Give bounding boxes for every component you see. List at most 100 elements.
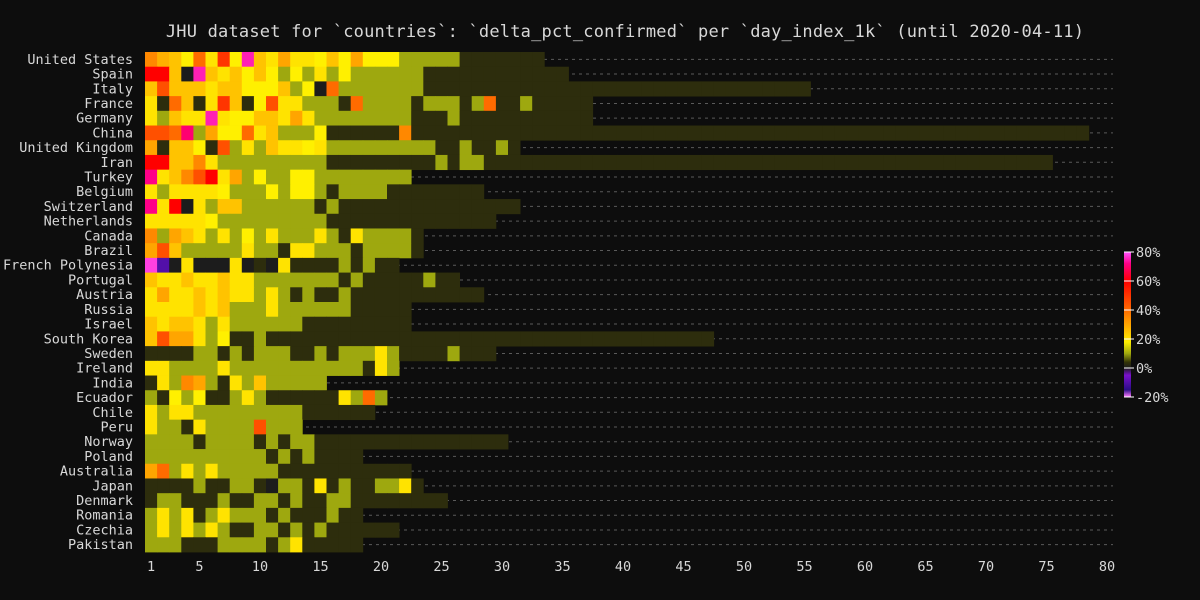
heatmap-cell [459,346,473,362]
heatmap-cell [181,169,194,185]
heatmap-cell [326,272,339,288]
heatmap-cell [459,81,473,97]
heatmap-cell [169,154,182,171]
row-label: Portugal [68,272,133,288]
heatmap-cell [471,199,485,215]
heatmap-cell [725,125,739,141]
heatmap-cell [314,199,327,215]
heatmap-cell [435,96,448,112]
row-label: Denmark [76,493,133,509]
heatmap-cell [217,154,231,171]
heatmap-cell [181,390,194,406]
heatmap-cell [314,316,327,332]
heatmap-row-chile [145,404,376,421]
heatmap-cell [278,360,291,376]
heatmap-cell [278,346,291,362]
heatmap-cell [145,257,158,273]
heatmap-cell [459,96,473,112]
heatmap-cell [278,478,291,494]
heatmap-cell [229,449,243,465]
heatmap-cell [278,154,291,171]
heatmap-cell [387,287,400,303]
heatmap-cell [338,390,352,406]
heatmap-cell [459,66,473,82]
heatmap-cell [241,449,255,465]
heatmap-row-russia [145,302,412,318]
heatmap-cell [508,66,521,82]
heatmap-cell [350,228,364,244]
heatmap-cell [387,52,400,68]
heatmap-cell [350,66,364,82]
heatmap-row-brazil [145,243,424,259]
heatmap-cell [459,184,473,200]
heatmap-cell [762,81,775,97]
heatmap-cell [411,331,424,347]
heatmap-cell [229,360,243,376]
heatmap-cell [350,243,364,259]
heatmap-cell [374,110,388,126]
row-label: South Korea [44,331,133,347]
heatmap-cell [689,154,702,171]
heatmap-cell [737,154,751,171]
heatmap-cell [314,169,327,185]
heatmap-cell [338,463,352,479]
heatmap-cell [145,331,158,347]
heatmap-cell [362,125,376,141]
heatmap-cell [302,66,315,82]
heatmap-cell [266,272,279,288]
heatmap-cell [193,331,206,347]
heatmap-cell [302,449,315,465]
heatmap-cell [326,360,339,376]
heatmap-cell [193,272,206,288]
row-label: Russia [84,302,133,318]
heatmap-cell [229,404,243,421]
heatmap-cell [193,537,206,553]
heatmap-cell [979,154,993,171]
heatmap-cell [580,154,594,171]
row-label: United States [27,52,133,68]
heatmap-cell [435,140,448,156]
heatmap-cell [205,316,218,332]
heatmap-cell [483,110,497,126]
heatmap-cell [205,81,218,97]
heatmap-cell [157,52,170,68]
heatmap-cell [459,110,473,126]
heatmap-cell [750,154,763,171]
heatmap-cell [338,228,352,244]
heatmap-cell [217,449,231,465]
heatmap-cell [568,154,581,171]
heatmap-row-germany [145,110,594,126]
heatmap-cell [266,493,279,509]
heatmap-cell [241,331,255,347]
heatmap-cell [253,346,267,362]
heatmap-cell [205,419,218,435]
heatmap-cell [471,52,485,68]
heatmap-cell [314,478,327,494]
heatmap-cell [266,169,279,185]
heatmap-cell [387,316,400,332]
heatmap-cell [266,449,279,465]
heatmap-cell [217,66,231,82]
heatmap-cell [338,287,352,303]
heatmap-cell [350,52,364,68]
heatmap-cell [931,125,944,141]
heatmap-cell [399,272,412,288]
heatmap-cell [326,110,339,126]
heatmap-cell [217,228,231,244]
heatmap-cell [181,419,194,435]
heatmap-cell [326,404,339,421]
row-label: France [84,96,133,112]
heatmap-cell [399,213,412,229]
heatmap-cell [350,287,364,303]
heatmap-cell [217,331,231,347]
colorbar-tick-label: 40% [1136,303,1160,319]
heatmap-cell [145,537,158,553]
heatmap-cell [338,507,352,523]
heatmap-cell [266,287,279,303]
heatmap-cell [302,169,315,185]
heatmap-cell [495,154,509,171]
heatmap-cell [241,360,255,376]
heatmap-cell [786,154,799,171]
heatmap-cell [459,287,473,303]
heatmap-cell [314,228,327,244]
